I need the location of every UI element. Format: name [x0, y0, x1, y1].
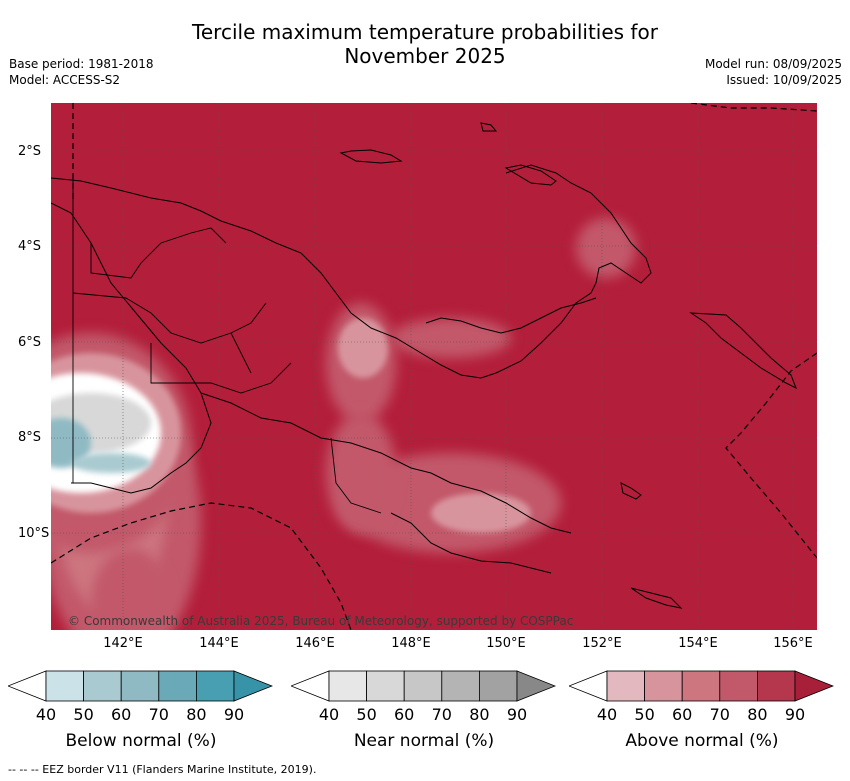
colorbar-segment	[644, 670, 683, 702]
colorbar-tick-label: 40	[596, 705, 618, 724]
colorbar-tick-label: 70	[431, 705, 452, 724]
colorbar-segment	[403, 670, 443, 702]
colorbar-title-below: Below normal (%)	[65, 731, 217, 751]
colorbar-extend-high	[794, 670, 834, 702]
lon-label: 150°E	[486, 636, 526, 651]
colorbar-segment	[195, 670, 235, 702]
lon-label: 154°E	[678, 636, 718, 651]
colorbar-tick-label: 40	[35, 705, 57, 724]
model-run: Model run: 08/09/2025	[704, 57, 842, 71]
colorbar-extend-high	[516, 670, 556, 702]
colorbar-below-normal	[8, 670, 273, 702]
colorbar-tick-label: 60	[111, 705, 132, 724]
lat-label: 2°S	[18, 144, 42, 159]
colorbar-segment	[366, 670, 405, 702]
title-line-1: Tercile maximum temperature probabilitie…	[192, 20, 658, 44]
lat-label: 4°S	[18, 239, 42, 254]
colorbar-segment	[83, 670, 122, 702]
colorbar-tick-label: 50	[356, 705, 377, 724]
meta-right: Model run: 08/09/2025 Issued: 10/09/2025	[705, 56, 842, 88]
provincial-borders	[72, 178, 382, 514]
colorbar-tick-label: 50	[73, 705, 94, 724]
base-period: Base period: 1981-2018	[9, 57, 154, 71]
lat-label: 6°S	[18, 335, 42, 350]
colorbar-extend-high	[233, 670, 273, 702]
colorbar-title-near: Near normal (%)	[353, 731, 495, 751]
colorbar-segment	[756, 670, 796, 702]
colorbar-tick-label: 60	[672, 705, 693, 724]
colorbar-tick-label: 80	[747, 705, 768, 724]
colorbar-tick-label: 80	[469, 705, 490, 724]
colorbar-segment	[606, 670, 645, 702]
meta-left: Base period: 1981-2018 Model: ACCESS-S2	[9, 56, 154, 88]
lon-label: 142°E	[103, 636, 143, 651]
colorbar-tick-label: 80	[186, 705, 207, 724]
lon-label: 146°E	[295, 636, 335, 651]
colorbar-segment	[45, 670, 84, 702]
colorbar-tick-label: 90	[223, 705, 245, 724]
colorbar-segment	[719, 670, 758, 702]
coastlines	[51, 122, 797, 609]
probability-shading	[51, 218, 636, 630]
colorbar-extend-low	[8, 670, 47, 702]
model-name: Model: ACCESS-S2	[9, 73, 121, 87]
colorbar-tick-label: 40	[318, 705, 340, 724]
colorbar-tick-label: 60	[394, 705, 415, 724]
issued-date: Issued: 10/09/2025	[726, 73, 842, 87]
colorbar-segment	[328, 670, 367, 702]
map-canvas	[51, 103, 817, 630]
colorbar-above-normal	[569, 670, 834, 702]
title-line-2: November 2025	[344, 44, 506, 68]
copyright-notice: © Commonwealth of Australia 2025, Bureau…	[68, 614, 574, 628]
eez-border	[51, 103, 817, 630]
colorbar-extend-low	[291, 670, 330, 702]
colorbar-title-above: Above normal (%)	[625, 731, 779, 751]
colorbar-tick-label: 90	[784, 705, 806, 724]
colorbar-near-normal	[291, 670, 556, 702]
colorbar-segment	[120, 670, 160, 702]
lat-label: 8°S	[18, 430, 42, 445]
colorbar-segment	[158, 670, 197, 702]
eez-footnote: -- -- -- EEZ border V11 (Flanders Marine…	[8, 763, 317, 776]
colorbar-tick-label: 50	[634, 705, 655, 724]
colorbar-tick-label: 70	[148, 705, 169, 724]
lon-label: 152°E	[582, 636, 622, 651]
lon-label: 144°E	[199, 636, 239, 651]
lon-label: 156°E	[773, 636, 813, 651]
colorbar-segment	[441, 670, 480, 702]
colorbar-tick-label: 90	[506, 705, 528, 724]
colorbar-tick-label: 70	[709, 705, 730, 724]
colorbar-extend-low	[569, 670, 608, 702]
lon-label: 148°E	[391, 636, 431, 651]
colorbar-segment	[681, 670, 721, 702]
colorbar-segment	[478, 670, 518, 702]
map-title: Tercile maximum temperature probabilitie…	[0, 20, 850, 68]
lat-label: 10°S	[18, 526, 50, 541]
